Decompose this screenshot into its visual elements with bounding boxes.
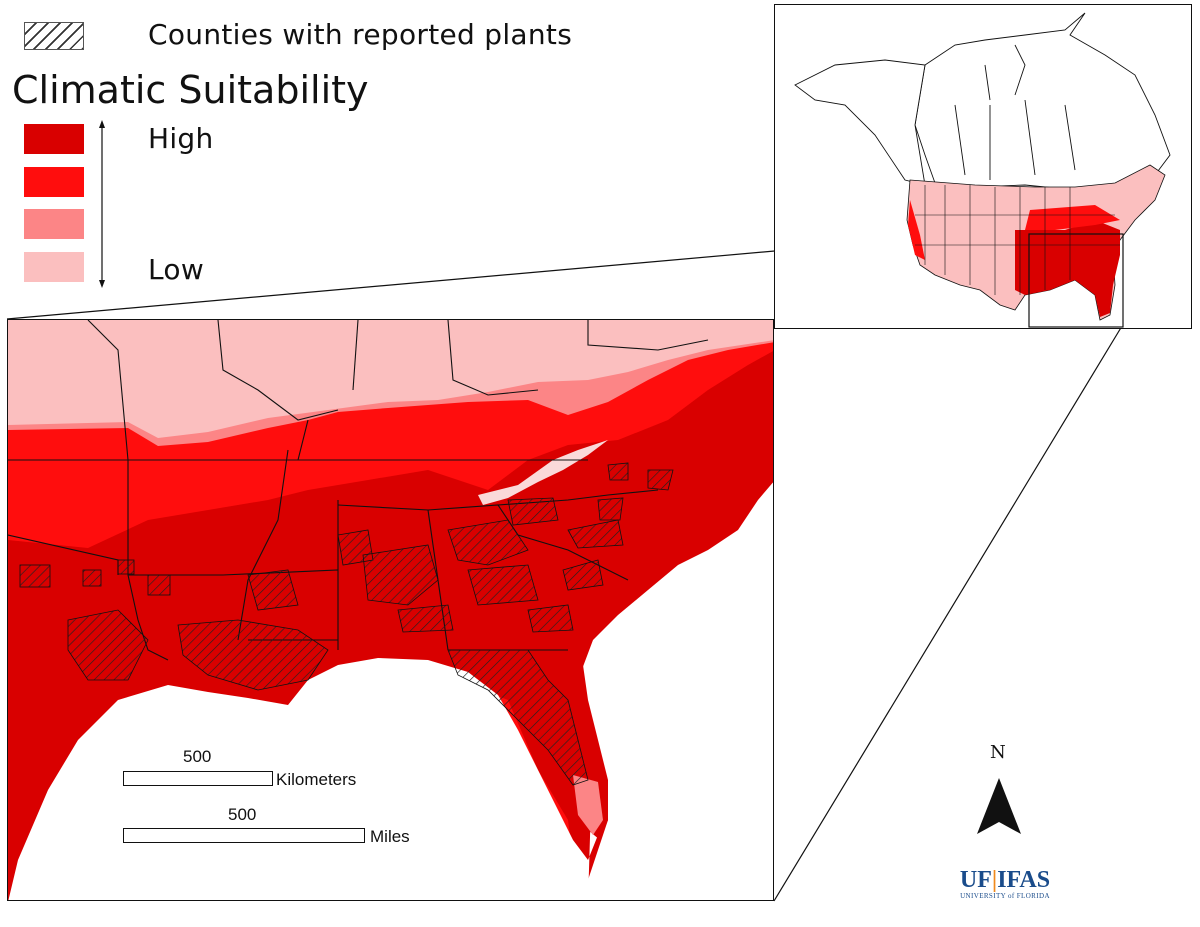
- north-label: N: [990, 742, 1006, 763]
- appalachian-unsuitable-patch: [478, 440, 608, 505]
- hatch-legend-swatch: [24, 22, 84, 50]
- atlantic-ocean: [578, 482, 773, 900]
- scale-mi-value: 500: [228, 805, 257, 824]
- inset-zoom-box: [1028, 233, 1124, 328]
- inset-high-suitability: [1015, 220, 1120, 317]
- legend-swatch-mid-low: [24, 209, 84, 239]
- inset-map-north-america: [774, 4, 1192, 329]
- inset-mid-high-suitability: [1025, 205, 1120, 230]
- legend-high-label: High: [148, 122, 214, 155]
- logo-uf-text: UF: [959, 867, 992, 893]
- inset-state-lines: [915, 185, 1120, 295]
- logo-divider: |: [991, 867, 998, 893]
- south-florida-zone: [573, 775, 603, 835]
- logo-ifas-text: IFAS: [997, 867, 1051, 893]
- scale-bar-miles: [123, 828, 365, 843]
- scale-mi-unit: Miles: [370, 827, 410, 846]
- legend-swatch-low: [24, 252, 84, 282]
- reported-counties: [19, 462, 674, 786]
- scale-km-unit: Kilometers: [276, 770, 357, 789]
- legend-low-label: Low: [148, 253, 205, 286]
- logo-subtitle: UNIVERSITY of FLORIDA: [960, 892, 1050, 900]
- scale-bar-km: [123, 771, 273, 786]
- north-arrow-icon: [977, 778, 1021, 834]
- scale-km-value: 500: [183, 747, 212, 766]
- main-map-southeast-us: 500 Kilometers 500 Miles: [7, 319, 774, 901]
- legend-swatch-mid-high: [24, 167, 84, 197]
- canada-outline: [794, 12, 1171, 191]
- legend-swatch-high: [24, 124, 84, 154]
- legend-title: Climatic Suitability: [12, 68, 369, 112]
- hatch-legend-label: Counties with reported plants: [148, 18, 573, 51]
- uf-ifas-logo: UF|IFAS UNIVERSITY of FLORIDA: [955, 868, 1055, 900]
- suitability-arrow: [99, 120, 105, 288]
